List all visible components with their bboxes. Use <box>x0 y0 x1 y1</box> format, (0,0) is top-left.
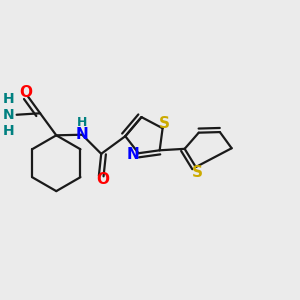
Text: N: N <box>76 127 88 142</box>
Text: S: S <box>159 116 170 131</box>
Text: N: N <box>127 147 140 162</box>
Text: H: H <box>77 116 87 129</box>
Text: S: S <box>192 165 203 180</box>
Text: O: O <box>19 85 32 100</box>
Text: O: O <box>96 172 109 187</box>
Text: H
N
H: H N H <box>3 92 14 138</box>
